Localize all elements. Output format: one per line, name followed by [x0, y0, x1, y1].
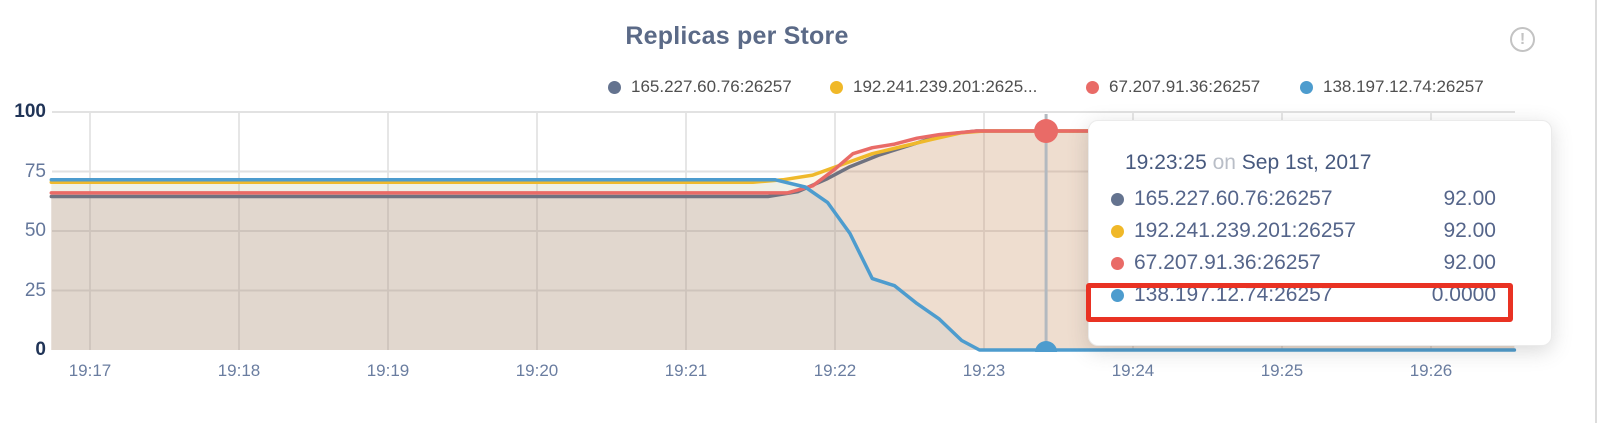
tooltip-row-highlighted: 138.197.12.74:26257 0.0000 [1111, 279, 1496, 311]
series-dot-icon [1111, 224, 1124, 238]
tooltip-series-value: 92.00 [1443, 251, 1496, 274]
tooltip-row: 192.241.239.201:26257 92.00 [1111, 215, 1496, 247]
tooltip-series-name: 138.197.12.74:26257 [1134, 283, 1333, 306]
tooltip-row: 67.207.91.36:26257 92.00 [1111, 247, 1496, 279]
tooltip-series-value: 0.0000 [1431, 283, 1496, 306]
tooltip-row: 165.227.60.76:26257 92.00 [1111, 183, 1496, 215]
y-tick-label: 50 [24, 220, 46, 241]
legend-dot-icon [1086, 80, 1099, 94]
tooltip-rows: 165.227.60.76:26257 92.00 192.241.239.20… [1089, 183, 1551, 311]
series-dot-icon [1111, 288, 1124, 302]
x-tick-label: 19:22 [813, 361, 857, 380]
x-tick-label: 19:25 [1260, 361, 1304, 380]
series-lines [49, 129, 1517, 352]
area-138.197.12.74:26257 [51, 179, 1515, 350]
legend-item-165-227-60-76[interactable]: 165.227.60.76:26257 [608, 77, 792, 97]
x-tick-label: 19:19 [366, 361, 410, 380]
series-dot-icon [1111, 256, 1124, 270]
tooltip-date: Sep 1st, 2017 [1241, 151, 1372, 174]
x-tick-label: 19:20 [515, 361, 559, 380]
tooltip-series-name: 192.241.239.201:26257 [1134, 219, 1356, 242]
x-tick-label: 19:21 [664, 361, 708, 380]
x-tick-label: 19:24 [1111, 361, 1155, 380]
panel-right-divider [1595, 0, 1597, 423]
legend-item-138-197-12-74[interactable]: 138.197.12.74:26257 [1300, 77, 1484, 97]
hover-dot-top [1034, 119, 1059, 144]
x-tick-label: 19:17 [68, 361, 112, 380]
line-138.197.12.74:26257 [49, 178, 1517, 352]
legend-item-67-207-91-36[interactable]: 67.207.91.36:26257 [1086, 77, 1260, 97]
legend-label: 165.227.60.76:26257 [631, 77, 792, 96]
tooltip-series-value: 92.00 [1443, 219, 1496, 242]
legend-item-192-241-239-201[interactable]: 192.241.239.201:2625... [830, 77, 1037, 97]
hover-tooltip: 19:23:25 on Sep 1st, 2017 165.227.60.76:… [1086, 120, 1552, 346]
y-tick-label: 75 [24, 160, 46, 182]
tooltip-series-name: 67.207.91.36:26257 [1134, 251, 1321, 274]
y-tick-label: 0 [35, 339, 46, 360]
tooltip-series-name: 165.227.60.76:26257 [1134, 187, 1333, 210]
tooltip-conjunction: on [1212, 151, 1236, 174]
legend-dot-icon [608, 80, 621, 94]
legend-dot-icon [1300, 80, 1313, 94]
tooltip-series-value: 92.00 [1443, 187, 1496, 210]
y-tick-label: 25 [24, 279, 46, 301]
info-icon[interactable]: ! [1510, 27, 1535, 52]
x-tick-label: 19:18 [217, 361, 261, 380]
hover-dot-bottom [1035, 341, 1058, 352]
page-title: Replicas per Store [625, 22, 849, 50]
legend-label: 192.241.239.201:2625... [853, 77, 1038, 96]
y-tick-label: 100 [14, 101, 46, 122]
tooltip-timestamp: 19:23:25 on Sep 1st, 2017 [1125, 151, 1531, 175]
legend-label: 138.197.12.74:26257 [1323, 77, 1484, 96]
x-tick-label: 19:26 [1409, 361, 1453, 380]
legend-label: 67.207.91.36:26257 [1109, 77, 1261, 96]
x-tick-label: 19:23 [962, 361, 1006, 380]
legend-dot-icon [830, 80, 843, 94]
series-dot-icon [1111, 192, 1124, 206]
tooltip-time: 19:23:25 [1125, 151, 1207, 174]
